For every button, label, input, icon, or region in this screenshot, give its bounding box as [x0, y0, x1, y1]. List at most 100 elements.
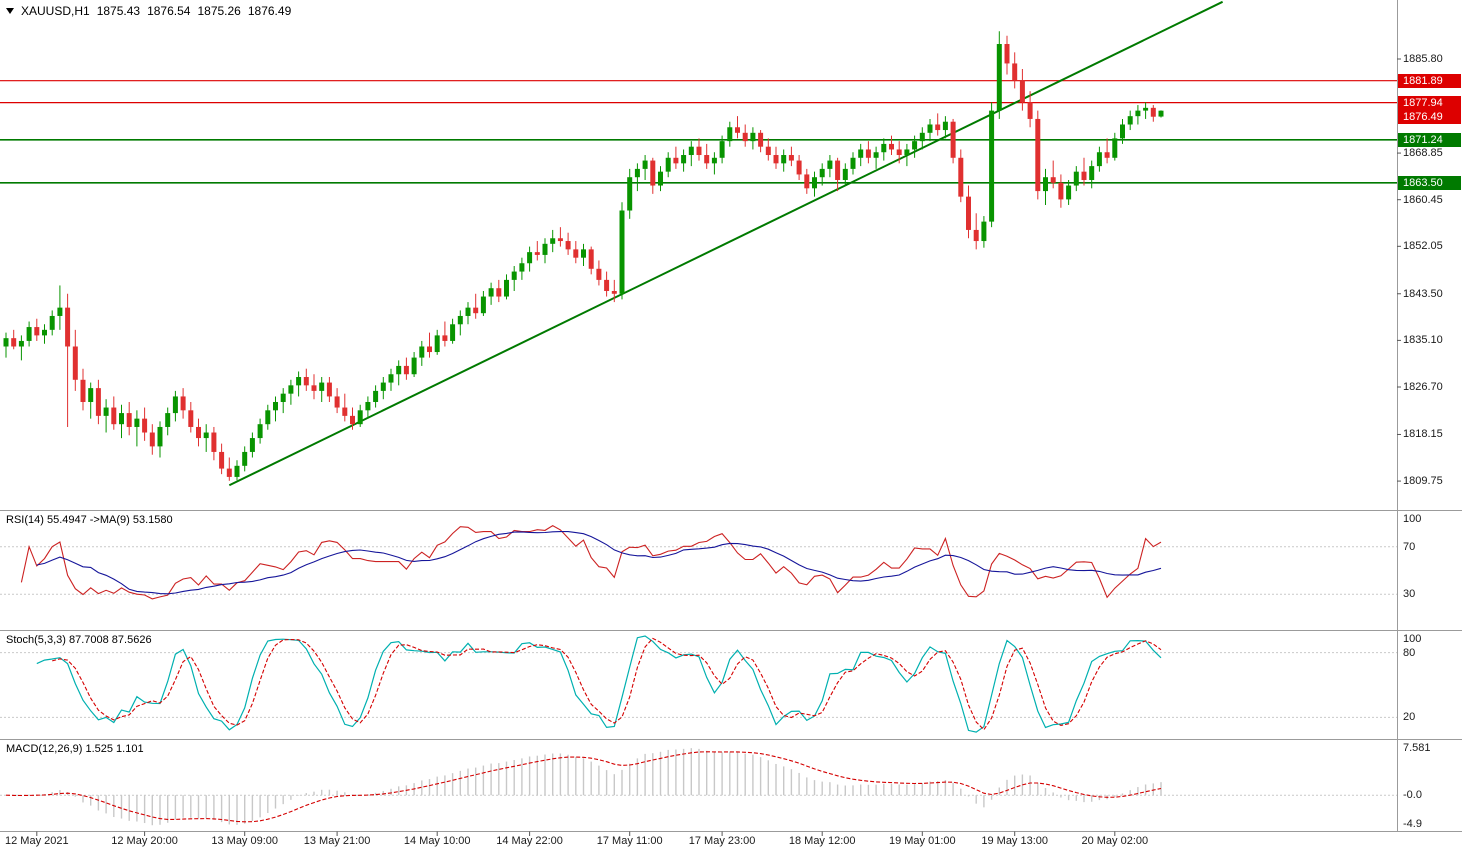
macd-panel-label: MACD(12,26,9) 1.525 1.101	[6, 743, 144, 755]
candle-body	[989, 110, 995, 222]
price-axis-label: 1860.45	[1403, 194, 1443, 206]
candle-body	[388, 374, 394, 383]
time-axis-label: 20 May 02:00	[1081, 835, 1149, 847]
candle-body	[735, 127, 740, 133]
candle-body	[850, 157, 856, 169]
candle-body	[750, 132, 756, 142]
candle-body	[373, 390, 379, 402]
stoch-panel-label: Stoch(5,3,3) 87.7008 87.5626	[6, 634, 152, 646]
candle-body	[527, 252, 533, 264]
candle-body	[234, 465, 240, 477]
symbol-label: XAUUSD,H1	[21, 4, 90, 18]
candle-body	[111, 407, 117, 425]
candle-body	[842, 168, 848, 180]
time-axis-label: 12 May 2021	[4, 835, 69, 847]
candle-body	[334, 396, 340, 408]
candle-body	[534, 252, 540, 255]
candle-body	[1112, 138, 1118, 158]
candle-body	[634, 168, 640, 178]
rsi-axis-label: 100	[1403, 513, 1422, 525]
candle-body	[288, 385, 294, 394]
rsi-axis-label: 70	[1403, 541, 1416, 553]
candle-body	[273, 401, 278, 411]
candle-body	[411, 357, 417, 375]
candle-body	[396, 365, 402, 375]
candle-body	[172, 396, 178, 414]
candle-body	[919, 132, 925, 142]
rsi-axis-label: 30	[1403, 588, 1416, 600]
candle-body	[519, 263, 525, 272]
candle-body	[950, 121, 956, 158]
candle-body	[942, 121, 948, 131]
candle-body	[650, 160, 656, 186]
price-level-tag: 1871.24	[1398, 133, 1461, 147]
time-axis-label: 19 May 01:00	[888, 835, 956, 847]
candle-body	[488, 288, 494, 297]
candle-body	[781, 155, 787, 164]
candle-body	[350, 415, 355, 425]
candle-body	[157, 426, 163, 447]
price-axis-label: 1809.75	[1403, 475, 1443, 487]
candle-body	[573, 249, 579, 258]
candle-body	[973, 229, 979, 242]
candle-body	[1043, 177, 1048, 192]
candle-body	[403, 365, 409, 375]
candle-body	[311, 385, 317, 391]
candle-body	[511, 271, 517, 280]
candle-body	[188, 410, 194, 427]
price-axis-label: 1852.05	[1403, 240, 1443, 252]
macd-axis-label: -0.0	[1403, 789, 1422, 801]
candle-body	[542, 243, 548, 255]
candle-body	[249, 438, 255, 452]
candle-body	[812, 177, 817, 189]
rsi-line	[20, 524, 1162, 600]
candle-body	[380, 382, 386, 391]
candle-body	[11, 338, 17, 347]
price-level-tag: 1877.94	[1398, 96, 1461, 110]
candle-body	[804, 174, 810, 189]
candle-body	[881, 143, 887, 153]
candle-body	[1135, 110, 1141, 117]
macd-axis-label: 7.581	[1403, 742, 1431, 754]
candle-body	[480, 296, 486, 314]
candle-body	[1066, 185, 1072, 200]
time-axis-label: 13 May 21:00	[303, 835, 371, 847]
trendline	[228, 0, 1224, 487]
candle-body	[996, 44, 1002, 111]
candle-body	[627, 177, 633, 211]
candle-body	[280, 393, 286, 402]
candle-body	[758, 132, 764, 147]
candle-body	[1096, 152, 1102, 167]
candle-body	[896, 149, 902, 156]
candle-body	[681, 155, 687, 164]
candle-body	[1050, 177, 1056, 183]
price-level-tag: 1881.89	[1398, 74, 1461, 88]
time-axis[interactable]: 12 May 2021 12 May 20:00 13 May 09:00 13 Ma…	[0, 833, 1462, 850]
symbol-dropdown-icon[interactable]	[6, 8, 14, 14]
price-axis-label: 1885.80	[1403, 53, 1443, 65]
candle-body	[835, 160, 841, 180]
candle-body	[550, 238, 556, 244]
price-axis-label: 1843.50	[1403, 288, 1443, 300]
candle-body	[827, 160, 833, 169]
candle-body	[1158, 110, 1164, 117]
candle-body	[18, 340, 24, 347]
candle-body	[119, 413, 124, 425]
price-axis[interactable]: 1885.80 1868.85 1860.45 1852.05 1843.50 1835.…	[1398, 0, 1462, 832]
candle-body	[1073, 171, 1079, 186]
candle-body	[257, 424, 263, 439]
candle-body	[604, 279, 610, 291]
candle-body	[1120, 124, 1125, 139]
candle-body	[981, 221, 987, 242]
candle-body	[496, 288, 502, 297]
candle-body	[365, 401, 371, 411]
candle-body	[565, 241, 571, 250]
candle-body	[673, 157, 679, 164]
candle-body	[1143, 107, 1149, 111]
candle-body	[1150, 107, 1156, 117]
candle-body	[180, 396, 186, 411]
candle-body	[889, 143, 894, 150]
candle-body	[57, 307, 63, 316]
candle-body	[611, 290, 617, 294]
